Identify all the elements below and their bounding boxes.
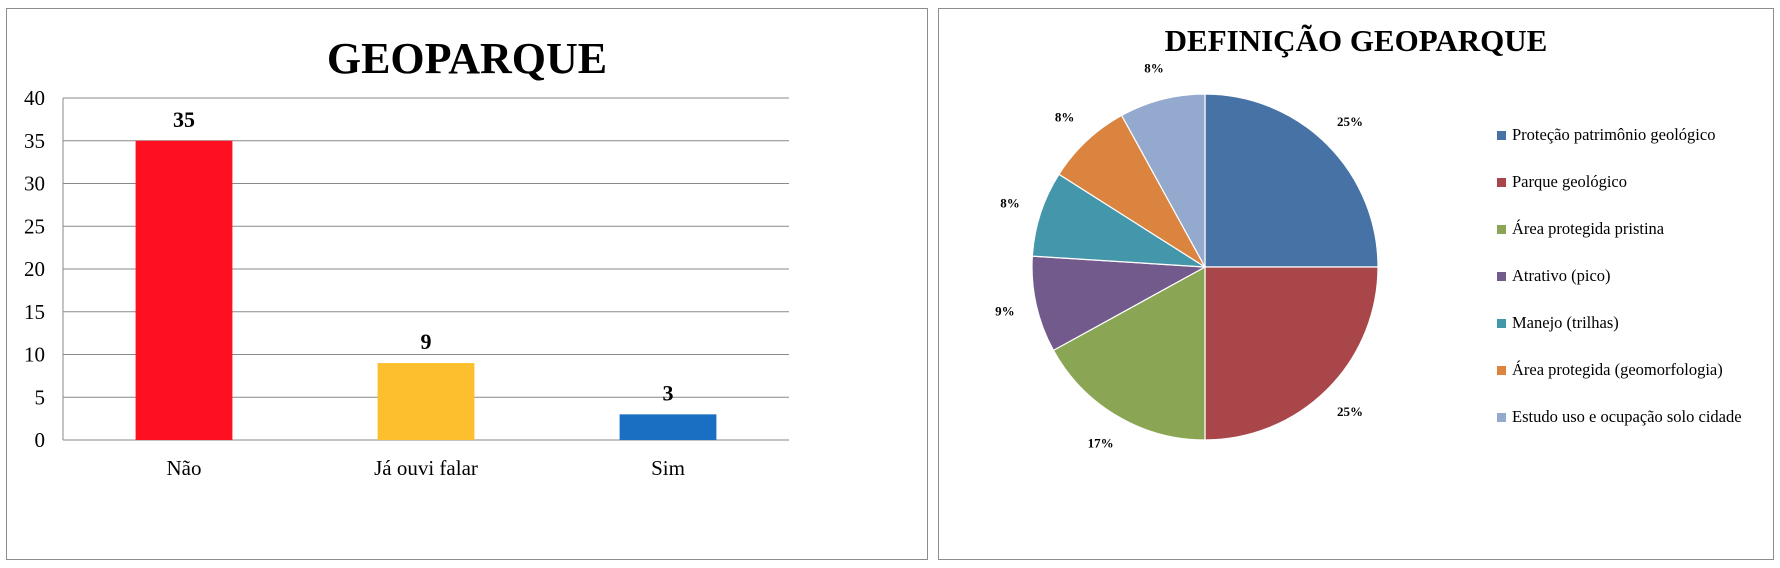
pie-data-label-3: 9%	[995, 304, 1015, 319]
y-tick-label-1: 5	[35, 385, 46, 409]
bar-1	[377, 363, 475, 440]
y-tick-label-6: 30	[24, 172, 45, 196]
pie-data-label-5: 8%	[1055, 110, 1075, 125]
pie-data-label-6: 8%	[1144, 60, 1164, 75]
legend-label: Área protegida (geomorfologia)	[1512, 360, 1723, 379]
legend-item-5: Área protegida (geomorfologia)	[1497, 360, 1772, 380]
y-tick-label-5: 25	[24, 214, 45, 238]
legend-item-3: Atrativo (pico)	[1497, 266, 1772, 286]
legend-swatch	[1497, 178, 1506, 187]
legend-item-0: Proteção patrimônio geológico	[1497, 125, 1772, 145]
legend-swatch	[1497, 225, 1506, 234]
legend-label: Estudo uso e ocupação solo cidade	[1512, 407, 1742, 426]
x-tick-label-0: Não	[167, 456, 202, 480]
pie-slice-6	[1120, 93, 1206, 268]
legend-label: Área protegida pristina	[1512, 219, 1665, 238]
pie-data-label-1: 25%	[1337, 404, 1363, 419]
y-tick-label-4: 20	[24, 257, 45, 281]
legend-swatch	[1497, 319, 1506, 328]
legend-item-6: Estudo uso e ocupação solo cidade	[1497, 407, 1772, 427]
legend-item-2: Área protegida pristina	[1497, 219, 1772, 239]
pie-slice-0	[1204, 93, 1379, 268]
bar-chart-plot: 0 5 10 15 20 25 30 35 40 35 Não 9 Já ouvi falar 3 Sim	[24, 86, 789, 480]
y-tick-label-3: 15	[24, 300, 45, 324]
legend-swatch	[1497, 131, 1506, 140]
pie-slice-1	[1204, 266, 1379, 441]
legend-label: Proteção patrimônio geológico	[1512, 125, 1716, 144]
pie-data-label-2: 17%	[1088, 435, 1114, 450]
y-tick-label-8: 40	[24, 86, 45, 110]
x-tick-label-2: Sim	[651, 456, 685, 480]
bar-value-label-2: 3	[663, 380, 674, 405]
legend-label: Atrativo (pico)	[1512, 266, 1611, 285]
pie-data-label-4: 8%	[1000, 196, 1020, 211]
legend-label: Manejo (trilhas)	[1512, 313, 1619, 332]
legend-item-4: Manejo (trilhas)	[1497, 313, 1772, 333]
bar-value-label-0: 35	[173, 107, 195, 132]
pie-chart-plot: 25% 25% 17% 9% 8% 8% 8%	[995, 60, 1379, 450]
pie-chart-title: DEFINIÇÃO GEOPARQUE	[1164, 23, 1548, 58]
legend-swatch	[1497, 413, 1506, 422]
legend-swatch	[1497, 272, 1506, 281]
legend-item-1: Parque geológico	[1497, 172, 1772, 192]
bar-value-label-1: 9	[421, 329, 432, 354]
legend-label: Parque geológico	[1512, 172, 1628, 191]
x-tick-label-1: Já ouvi falar	[374, 456, 478, 480]
bar-0	[135, 140, 233, 440]
y-tick-label-0: 0	[35, 428, 46, 452]
pie-slice-2	[1052, 265, 1206, 441]
y-tick-label-7: 35	[24, 129, 45, 153]
pie-chart-panel: DEFINIÇÃO GEOPARQUE 25% 25% 17% 9% 8% 8% 8% Pr…	[938, 8, 1774, 560]
y-tick-label-2: 10	[24, 343, 45, 367]
pie-slice-3	[1031, 255, 1208, 352]
pie-data-label-0: 25%	[1337, 114, 1363, 129]
bar-chart-panel: GEOPARQUE 0 5 10 15 20 25 30 35 40 35 Não 9 Já ouvi …	[6, 8, 928, 560]
bar-chart-title: GEOPARQUE	[326, 34, 608, 83]
bar-2	[619, 414, 717, 440]
legend-swatch	[1497, 366, 1506, 375]
